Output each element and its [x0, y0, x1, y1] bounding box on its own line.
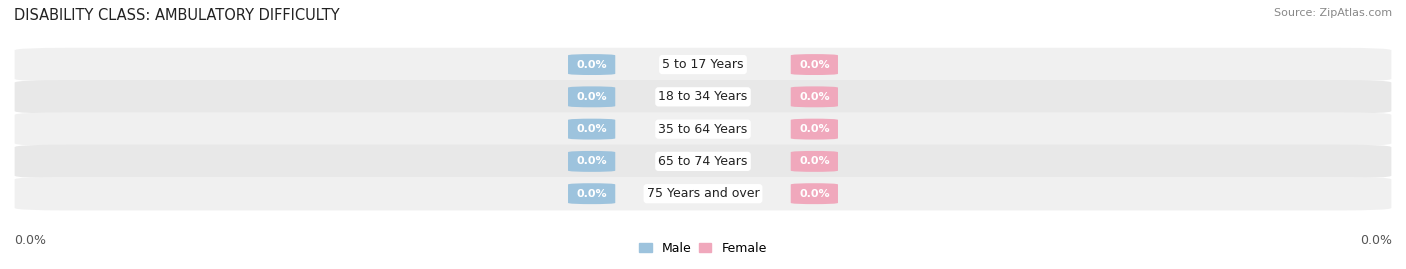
Text: Source: ZipAtlas.com: Source: ZipAtlas.com: [1274, 8, 1392, 18]
Text: 35 to 64 Years: 35 to 64 Years: [658, 123, 748, 136]
Text: 65 to 74 Years: 65 to 74 Years: [658, 155, 748, 168]
FancyBboxPatch shape: [14, 48, 1392, 81]
Text: 5 to 17 Years: 5 to 17 Years: [662, 58, 744, 71]
Text: 0.0%: 0.0%: [576, 124, 607, 134]
FancyBboxPatch shape: [790, 54, 838, 75]
FancyBboxPatch shape: [790, 119, 838, 140]
FancyBboxPatch shape: [568, 183, 616, 204]
Text: 75 Years and over: 75 Years and over: [647, 187, 759, 200]
Text: 0.0%: 0.0%: [576, 59, 607, 70]
FancyBboxPatch shape: [790, 183, 838, 204]
FancyBboxPatch shape: [568, 54, 616, 75]
Text: 0.0%: 0.0%: [576, 92, 607, 102]
FancyBboxPatch shape: [790, 151, 838, 172]
Text: 0.0%: 0.0%: [799, 189, 830, 199]
Text: 0.0%: 0.0%: [576, 156, 607, 167]
Text: 0.0%: 0.0%: [799, 92, 830, 102]
Text: 0.0%: 0.0%: [799, 59, 830, 70]
FancyBboxPatch shape: [790, 86, 838, 107]
Text: 0.0%: 0.0%: [576, 189, 607, 199]
FancyBboxPatch shape: [14, 112, 1392, 146]
Text: 0.0%: 0.0%: [799, 156, 830, 167]
FancyBboxPatch shape: [568, 119, 616, 140]
Text: 0.0%: 0.0%: [799, 124, 830, 134]
FancyBboxPatch shape: [14, 177, 1392, 210]
Text: 0.0%: 0.0%: [1360, 235, 1392, 247]
FancyBboxPatch shape: [14, 80, 1392, 114]
Text: 0.0%: 0.0%: [14, 235, 46, 247]
Legend: Male, Female: Male, Female: [634, 237, 772, 260]
FancyBboxPatch shape: [568, 151, 616, 172]
FancyBboxPatch shape: [14, 145, 1392, 178]
FancyBboxPatch shape: [568, 86, 616, 107]
Text: DISABILITY CLASS: AMBULATORY DIFFICULTY: DISABILITY CLASS: AMBULATORY DIFFICULTY: [14, 8, 340, 23]
Text: 18 to 34 Years: 18 to 34 Years: [658, 90, 748, 103]
